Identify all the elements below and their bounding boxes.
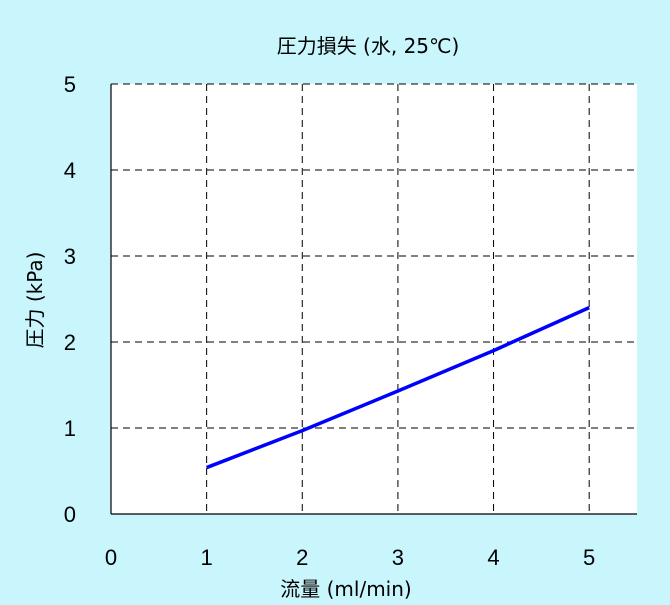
x-tick-label-1: 1 — [201, 545, 213, 570]
y-tick-label-5: 5 — [64, 72, 76, 97]
y-tick-label-1: 1 — [64, 416, 76, 441]
x-tick-label-5: 5 — [583, 545, 595, 570]
chart-title: 圧力損失 (水, 25℃) — [277, 34, 460, 58]
y-tick-label-4: 4 — [64, 158, 76, 183]
x-tick-label-4: 4 — [487, 545, 499, 570]
x-tick-label-3: 3 — [392, 545, 404, 570]
plot-area — [111, 84, 637, 514]
x-tick-label-2: 2 — [296, 545, 308, 570]
y-axis-label: 圧力 (kPa) — [23, 252, 47, 349]
y-tick-label-3: 3 — [64, 244, 76, 269]
x-tick-label-0: 0 — [105, 545, 117, 570]
x-axis-label: 流量 (ml/min) — [280, 577, 411, 601]
series-layer — [206, 306, 590, 470]
y-tick-label-0: 0 — [64, 502, 76, 527]
grid-lines — [110, 83, 637, 515]
series-line-0 — [206, 306, 590, 470]
tick-labels: 0 1 2 3 4 5 0 1 2 3 4 5 — [64, 72, 596, 570]
y-tick-label-2: 2 — [64, 330, 76, 355]
